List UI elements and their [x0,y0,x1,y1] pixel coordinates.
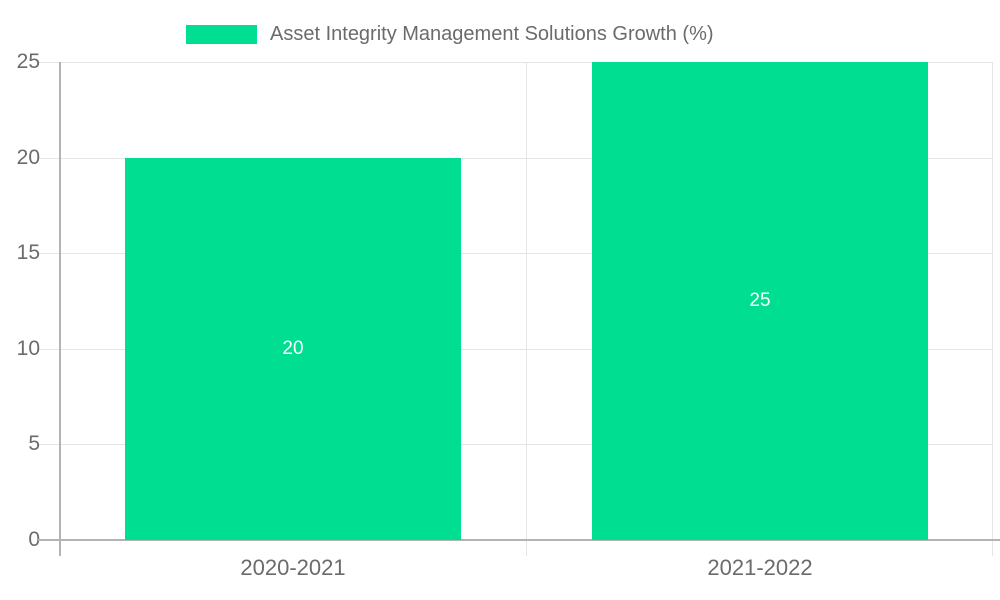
y-axis-tick-label: 0 [28,528,40,551]
bar-value-label: 25 [749,290,771,311]
gridline-horizontal [38,253,993,254]
gridline-horizontal [38,62,993,63]
y-axis-tick-label: 10 [16,337,40,360]
gridline-horizontal [38,349,993,350]
y-axis-tick-label: 15 [16,241,40,264]
x-axis-label: 2020-2021 [240,555,346,580]
x-axis-line [38,539,1000,541]
gridline-horizontal [38,444,993,445]
legend-item[interactable]: Asset Integrity Management Solutions Gro… [186,23,714,45]
gridline-vertical [526,62,527,556]
bar[interactable] [592,62,928,540]
y-axis-tick-label: 20 [16,146,40,169]
y-axis-line [59,62,61,556]
bar-value-label: 20 [282,338,304,359]
bar[interactable] [125,158,461,540]
legend-label: Asset Integrity Management Solutions Gro… [270,23,714,45]
y-axis-tick-label: 25 [16,50,40,73]
x-axis-label: 2021-2022 [707,555,813,580]
plot-area: 0 5 10 15 20 25 20 2020-2021 25 2021-2022 [17,51,1000,579]
gridline-horizontal [38,158,993,159]
y-axis-tick-label: 5 [28,432,40,455]
legend-swatch [186,24,257,44]
gridline-vertical [992,62,993,556]
